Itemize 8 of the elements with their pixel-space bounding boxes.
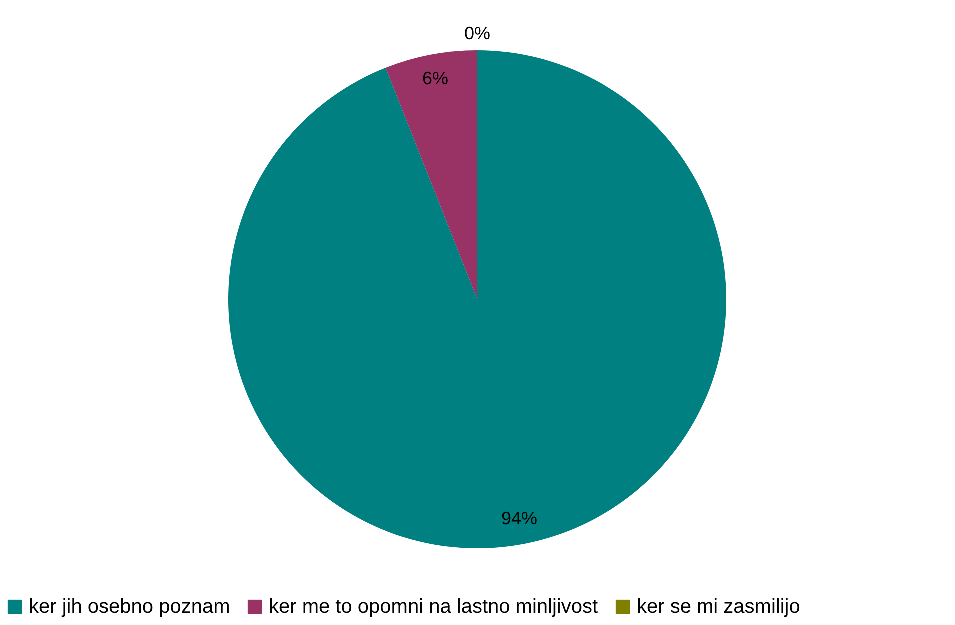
text: 0% — [464, 24, 491, 44]
legend-label: ker se mi zasmilijo — [637, 596, 800, 618]
legend-label: ker me to opomni na lastno minljivost — [269, 596, 598, 618]
legend-label: ker jih osebno poznam — [29, 596, 230, 618]
pie-slice — [386, 50, 478, 300]
data-label: 94% — [501, 508, 538, 529]
data-label: 6% — [422, 68, 449, 88]
pie-slice — [228, 50, 726, 548]
